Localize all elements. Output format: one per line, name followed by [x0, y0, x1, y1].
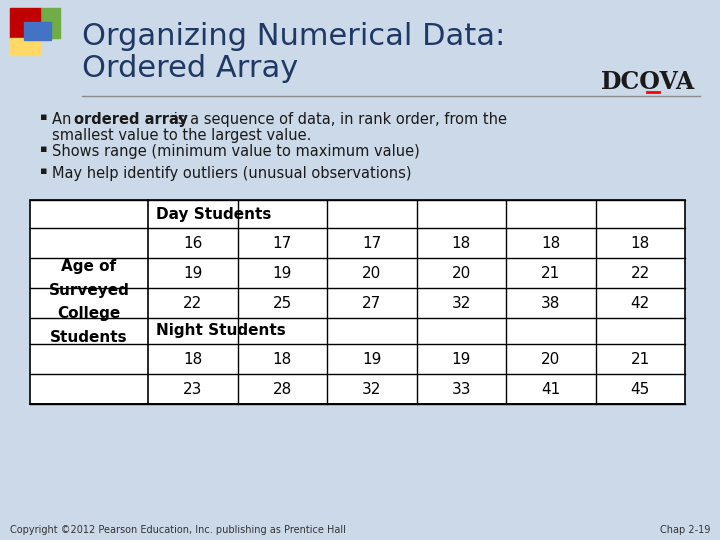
Text: 32: 32	[362, 381, 382, 396]
Text: is a sequence of data, in rank order, from the: is a sequence of data, in rank order, fr…	[169, 112, 507, 127]
Text: 19: 19	[183, 266, 202, 280]
Text: 27: 27	[362, 295, 382, 310]
Bar	[10, 38, 40, 55]
Text: 21: 21	[541, 266, 560, 280]
Text: 38: 38	[541, 295, 560, 310]
Text: Night Students: Night Students	[156, 323, 286, 339]
Text: 19: 19	[451, 352, 471, 367]
Text: 19: 19	[362, 352, 382, 367]
Text: Shows range (minimum value to maximum value): Shows range (minimum value to maximum va…	[52, 144, 420, 159]
Text: 18: 18	[451, 235, 471, 251]
Text: 20: 20	[541, 352, 560, 367]
Bar	[40, 8, 60, 38]
Text: Copyright ©2012 Pearson Education, Inc. publishing as Prentice Hall: Copyright ©2012 Pearson Education, Inc. …	[10, 525, 346, 535]
Text: An: An	[52, 112, 76, 127]
Text: May help identify outliers (unusual observations): May help identify outliers (unusual obse…	[52, 166, 412, 181]
Text: 22: 22	[183, 295, 202, 310]
Text: 19: 19	[273, 266, 292, 280]
Text: DCOVA: DCOVA	[601, 70, 695, 94]
Text: 17: 17	[362, 235, 382, 251]
Bar	[30, 200, 685, 404]
Text: 25: 25	[273, 295, 292, 310]
Text: 42: 42	[631, 295, 650, 310]
Text: 20: 20	[362, 266, 382, 280]
Text: 18: 18	[273, 352, 292, 367]
Text: 20: 20	[451, 266, 471, 280]
Text: smallest value to the largest value.: smallest value to the largest value.	[52, 128, 311, 143]
Text: 16: 16	[183, 235, 202, 251]
Text: ▪: ▪	[40, 112, 48, 122]
Text: 23: 23	[183, 381, 202, 396]
Text: 41: 41	[541, 381, 560, 396]
Text: Age of
Surveyed
College
Students: Age of Surveyed College Students	[48, 259, 130, 345]
Bar	[24, 22, 50, 39]
Text: 32: 32	[451, 295, 471, 310]
Text: ▪: ▪	[40, 166, 48, 176]
Text: ordered array: ordered array	[74, 112, 188, 127]
Text: Ordered Array: Ordered Array	[82, 54, 298, 83]
Text: 33: 33	[451, 381, 471, 396]
Text: 18: 18	[541, 235, 560, 251]
Bar	[10, 8, 40, 38]
Text: 18: 18	[631, 235, 650, 251]
Text: 17: 17	[273, 235, 292, 251]
Text: Chap 2-19: Chap 2-19	[660, 525, 710, 535]
Text: 18: 18	[183, 352, 202, 367]
Text: 45: 45	[631, 381, 650, 396]
Text: 21: 21	[631, 352, 650, 367]
Text: Day Students: Day Students	[156, 206, 271, 221]
Text: 22: 22	[631, 266, 650, 280]
Text: 28: 28	[273, 381, 292, 396]
Text: ▪: ▪	[40, 144, 48, 154]
Text: Organizing Numerical Data:: Organizing Numerical Data:	[82, 22, 505, 51]
